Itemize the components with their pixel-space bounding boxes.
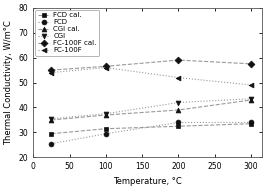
CGI cal. — [249, 99, 252, 101]
CGI — [249, 98, 252, 100]
Line: CGI cal.: CGI cal. — [49, 98, 253, 122]
Line: CGI: CGI — [49, 96, 253, 121]
X-axis label: Temperature, °C: Temperature, °C — [113, 177, 182, 186]
CGI cal. — [177, 109, 180, 111]
FC-100F cal. — [177, 59, 180, 61]
FCD cal. — [249, 123, 252, 125]
Line: FC-100F cal.: FC-100F cal. — [49, 58, 253, 73]
FC-100F — [104, 66, 107, 69]
FCD — [50, 142, 53, 145]
FCD cal. — [104, 127, 107, 130]
FC-100F — [50, 71, 53, 74]
FC-100F — [177, 76, 180, 79]
FC-100F — [249, 84, 252, 86]
CGI cal. — [104, 114, 107, 116]
CGI — [50, 118, 53, 120]
FCD — [177, 121, 180, 124]
Legend: FCD cal., FCD, CGI cal., CGI, FC-100F cal., FC-100F: FCD cal., FCD, CGI cal., CGI, FC-100F ca… — [35, 10, 99, 56]
FC-100F cal. — [50, 69, 53, 71]
CGI cal. — [50, 119, 53, 121]
Y-axis label: Thermal Conductivity, W/m°C: Thermal Conductivity, W/m°C — [4, 20, 13, 145]
FCD — [249, 121, 252, 124]
Line: FCD: FCD — [49, 120, 253, 146]
FCD — [104, 133, 107, 135]
FC-100F cal. — [249, 63, 252, 65]
FCD cal. — [50, 133, 53, 135]
Line: FCD cal.: FCD cal. — [49, 121, 253, 136]
FCD cal. — [177, 125, 180, 127]
FC-100F cal. — [104, 65, 107, 67]
Line: FC-100F: FC-100F — [49, 65, 253, 87]
CGI — [104, 113, 107, 115]
CGI — [177, 101, 180, 104]
